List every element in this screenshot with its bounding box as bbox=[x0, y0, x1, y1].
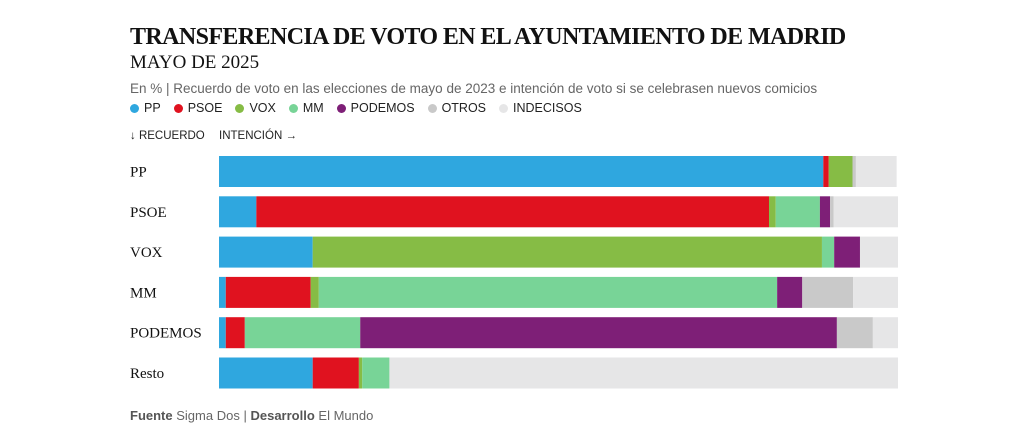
source-fuente: Sigma Dos bbox=[176, 408, 240, 423]
bar-segment-pp-vox[interactable] bbox=[828, 156, 853, 187]
axis-hint-recuerdo: ↓ RECUERDO bbox=[130, 130, 205, 142]
bar-segment-podemos-pp[interactable] bbox=[219, 317, 226, 349]
bar-segment-vox-mm[interactable] bbox=[821, 236, 835, 268]
bar-segment-resto-psoe[interactable] bbox=[312, 357, 359, 389]
bar-segment-vox-pp[interactable] bbox=[219, 236, 313, 268]
legend-label: VOX bbox=[249, 101, 276, 115]
bar-segment-psoe-psoe[interactable] bbox=[256, 196, 769, 228]
legend-swatch bbox=[235, 103, 245, 113]
legend-item-podemos: PODEMOS bbox=[336, 101, 415, 115]
bar-segment-resto-vox[interactable] bbox=[358, 357, 363, 389]
bar-segment-resto-mm[interactable] bbox=[362, 357, 390, 389]
bar-segment-resto-pp[interactable] bbox=[219, 357, 313, 389]
bar-segment-mm-podemos[interactable] bbox=[777, 276, 803, 308]
legend-label: INDECISOS bbox=[513, 101, 582, 115]
bar-segment-podemos-psoe[interactable] bbox=[225, 317, 245, 349]
bar-segment-mm-pp[interactable] bbox=[219, 276, 226, 308]
source-separator: | bbox=[243, 408, 247, 423]
legend-item-vox: VOX bbox=[235, 101, 276, 115]
legend-swatch bbox=[499, 103, 509, 113]
legend: PP PSOE VOX MM PODEMOS OTROS INDECISOS bbox=[130, 101, 582, 115]
legend-swatch bbox=[173, 103, 183, 113]
legend-swatch bbox=[427, 103, 437, 113]
legend-item-psoe: PSOE bbox=[173, 101, 223, 115]
source-label-desarrollo: Desarrollo bbox=[250, 408, 315, 423]
bar-segment-psoe-podemos[interactable] bbox=[819, 196, 831, 228]
bar-segment-podemos-mm[interactable] bbox=[244, 317, 361, 349]
bar-segment-mm-psoe[interactable] bbox=[225, 276, 311, 308]
legend-item-pp: PP bbox=[130, 101, 161, 115]
row-label: VOX bbox=[130, 245, 163, 261]
legend-item-otros: OTROS bbox=[427, 101, 487, 115]
bar-segment-pp-otros[interactable] bbox=[852, 156, 856, 187]
bar-segment-vox-podemos[interactable] bbox=[834, 236, 860, 268]
legend-swatch bbox=[336, 103, 346, 113]
bar-segment-podemos-otros[interactable] bbox=[836, 317, 873, 349]
source-line: Fuente Sigma Dos | Desarrollo El Mundo bbox=[130, 408, 373, 423]
legend-item-mm: MM bbox=[288, 101, 324, 115]
chart-subtitle: MAYO DE 2025 bbox=[130, 52, 260, 73]
bar-segment-vox-indecisos[interactable] bbox=[859, 236, 898, 268]
legend-label: PP bbox=[144, 101, 161, 115]
bar-segment-podemos-indecisos[interactable] bbox=[872, 317, 898, 349]
row-label: MM bbox=[130, 285, 157, 301]
legend-label: PSOE bbox=[187, 101, 223, 115]
bar-segment-psoe-otros[interactable] bbox=[830, 196, 834, 228]
legend-label: PODEMOS bbox=[350, 101, 415, 115]
bar-segment-psoe-pp[interactable] bbox=[219, 196, 257, 228]
bar-segment-psoe-mm[interactable] bbox=[775, 196, 820, 228]
row-label: PP bbox=[130, 165, 147, 181]
legend-item-indecisos: INDECISOS bbox=[499, 101, 582, 115]
legend-label: OTROS bbox=[441, 101, 487, 115]
row-label: PSOE bbox=[130, 205, 167, 221]
row-label: PODEMOS bbox=[130, 326, 202, 342]
bar-segment-mm-otros[interactable] bbox=[802, 276, 854, 308]
row-label: Resto bbox=[130, 366, 164, 382]
axis-hint-intencion: INTENCIÓN → bbox=[219, 130, 297, 142]
chart-title: TRANSFERENCIA DE VOTO EN EL AYUNTAMIENTO… bbox=[130, 24, 846, 50]
bar-segment-podemos-podemos[interactable] bbox=[360, 317, 837, 349]
bar-segment-resto-indecisos[interactable] bbox=[389, 357, 898, 389]
legend-label: MM bbox=[302, 101, 324, 115]
chart-note: En % | Recuerdo de voto en las eleccione… bbox=[130, 81, 818, 96]
bar-segment-pp-indecisos[interactable] bbox=[855, 156, 897, 187]
bar-segment-mm-mm[interactable] bbox=[318, 276, 778, 308]
legend-swatch bbox=[130, 103, 139, 113]
bar-segment-mm-vox[interactable] bbox=[310, 276, 319, 308]
bar-segment-psoe-indecisos[interactable] bbox=[833, 196, 898, 228]
bar-segment-psoe-vox[interactable] bbox=[768, 196, 776, 228]
bar-segment-vox-vox[interactable] bbox=[312, 236, 822, 268]
bar-segment-pp-psoe[interactable] bbox=[823, 156, 829, 187]
source-label-fuente: Fuente bbox=[130, 408, 173, 423]
bar-segment-mm-indecisos[interactable] bbox=[853, 276, 898, 308]
source-desarrollo: El Mundo bbox=[318, 408, 374, 423]
legend-swatch bbox=[288, 103, 298, 113]
bar-segment-pp-pp[interactable] bbox=[219, 156, 824, 187]
